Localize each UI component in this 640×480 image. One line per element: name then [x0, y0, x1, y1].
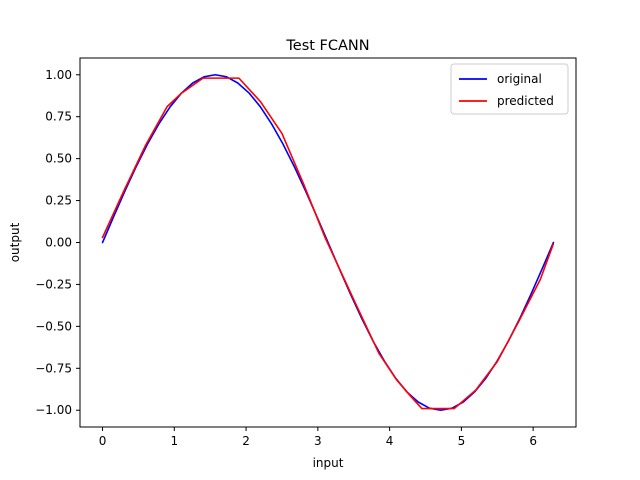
x-tick-label: 5	[458, 434, 466, 448]
y-axis-title: output	[8, 222, 22, 262]
legend-label-predicted: predicted	[497, 94, 554, 108]
legend-label-original: original	[497, 72, 542, 86]
y-tick-label: 0.00	[45, 236, 72, 250]
series-line-predicted	[101, 77, 555, 410]
x-tick-label: 0	[99, 434, 107, 448]
x-tick-label: 1	[170, 434, 178, 448]
legend: original predicted	[450, 63, 569, 115]
y-tick-label: −0.50	[35, 319, 72, 333]
y-axis-ticks: −1.00 −0.75 −0.50 −0.25 0.00 0.25 0.50 0.75 1.00	[35, 68, 80, 417]
x-tick-label: 6	[529, 434, 537, 448]
y-tick-label: 0.25	[45, 194, 72, 208]
y-tick-label: −0.75	[35, 361, 72, 375]
y-tick-label: 0.50	[45, 152, 72, 166]
series-layer	[101, 73, 555, 412]
y-tick-label: −1.00	[35, 403, 72, 417]
y-tick-label: 0.75	[45, 110, 72, 124]
y-tick-label: 1.00	[45, 68, 72, 82]
x-tick-label: 3	[314, 434, 322, 448]
x-tick-label: 2	[242, 434, 250, 448]
y-tick-label: −0.25	[35, 277, 72, 291]
x-axis-ticks: 0 1 2 3 4 5 6	[99, 427, 537, 448]
x-axis-title: input	[313, 456, 344, 470]
x-tick-label: 4	[386, 434, 394, 448]
chart-title: Test FCANN	[285, 38, 369, 54]
